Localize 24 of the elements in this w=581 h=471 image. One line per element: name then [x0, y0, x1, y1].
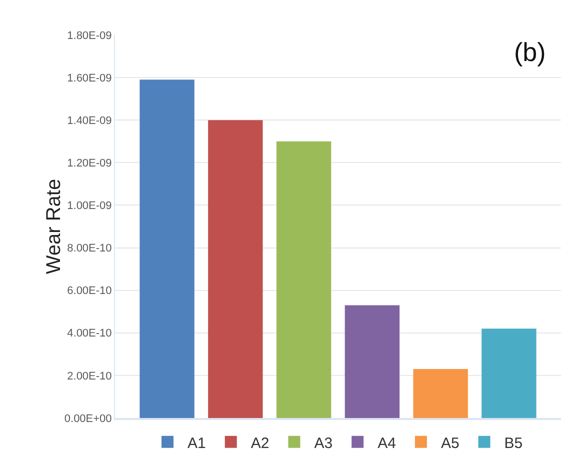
y-tick-label: 1.80E-09	[67, 30, 112, 42]
legend-label: A4	[378, 434, 396, 452]
y-tick-label: 2.00E-10	[67, 370, 112, 382]
y-tick-label: 0.00E+00	[64, 412, 112, 425]
bar	[276, 141, 332, 418]
y-tick-label: 1.00E-09	[67, 200, 112, 212]
bar	[208, 120, 263, 418]
annotation: (b)	[514, 37, 546, 67]
y-tick-label: 4.00E-10	[67, 328, 112, 340]
bar	[482, 328, 536, 418]
legend-label: B5	[504, 434, 523, 452]
legend-label: A2	[250, 434, 270, 452]
y-tick-label: 1.20E-09	[67, 158, 112, 170]
bar	[344, 305, 400, 418]
y-tick-label: 8.00E-10	[67, 242, 112, 255]
bar	[413, 369, 468, 418]
y-tick-label: 1.60E-09	[67, 72, 112, 84]
legend-label: A5	[440, 434, 460, 452]
y-axis-title: Wear Rate	[43, 178, 66, 274]
y-tick-label: 1.40E-09	[67, 114, 112, 127]
legend-label: A3	[314, 434, 333, 452]
legend-label: A1	[188, 434, 206, 452]
bar	[140, 80, 194, 418]
y-tick-label: 6.00E-10	[67, 285, 112, 298]
